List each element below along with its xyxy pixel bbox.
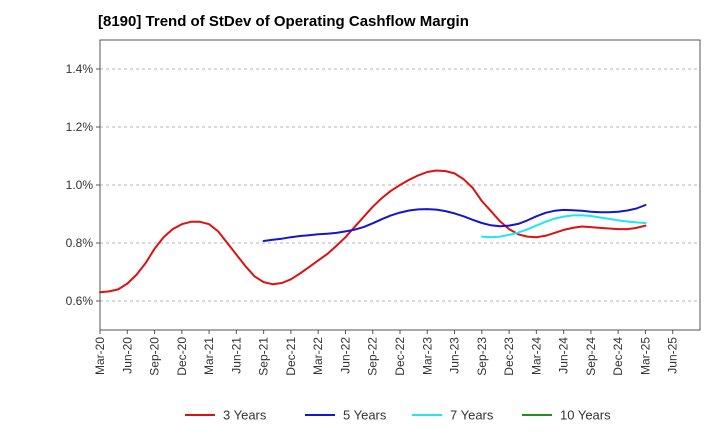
x-tick-label: Dec-21 xyxy=(284,337,298,376)
x-tick-label: Jun-23 xyxy=(448,337,462,374)
y-tick-label: 0.6% xyxy=(66,294,94,308)
x-tick-label: Sep-20 xyxy=(148,337,162,376)
x-tick-label: Jun-25 xyxy=(666,337,680,374)
x-tick-label: Mar-24 xyxy=(529,337,543,375)
y-axis: 0.6% 0.8% 1.0% 1.2% 1.4% xyxy=(66,62,100,308)
x-tick-label: Jun-21 xyxy=(229,337,243,374)
x-tick-label: Mar-21 xyxy=(202,337,216,375)
x-tick-label: Dec-20 xyxy=(175,337,189,376)
y-tick-label: 0.8% xyxy=(66,236,94,250)
series-lines xyxy=(99,169,647,294)
x-tick-label: Dec-23 xyxy=(502,337,516,376)
x-tick-label: Jun-22 xyxy=(338,337,352,374)
x-tick-label: Sep-22 xyxy=(366,337,380,376)
series-line-5-years xyxy=(262,204,647,242)
x-tick-label: Mar-20 xyxy=(93,337,107,375)
x-tick-label: Dec-22 xyxy=(393,337,407,376)
x-tick-label: Sep-23 xyxy=(475,337,489,376)
legend-label: 7 Years xyxy=(450,408,494,423)
x-tick-label: Dec-24 xyxy=(611,337,625,376)
x-tick-label: Sep-24 xyxy=(584,337,598,376)
y-tick-label: 1.4% xyxy=(66,62,94,76)
x-tick-label: Jun-24 xyxy=(557,337,571,374)
chart-title: [8190] Trend of StDev of Operating Cashf… xyxy=(98,13,469,30)
x-tick-label: Mar-25 xyxy=(638,337,652,375)
x-tick-label: Mar-23 xyxy=(420,337,434,375)
y-tick-label: 1.2% xyxy=(66,120,94,134)
x-tick-label: Mar-22 xyxy=(311,337,325,375)
legend-label: 3 Years xyxy=(223,408,267,423)
x-axis: Mar-20 Jun-20 Sep-20 Dec-20 Mar-21 Jun-21 Sep-… xyxy=(93,330,680,376)
x-tick-label: Sep-21 xyxy=(257,337,271,376)
legend-label: 10 Years xyxy=(560,408,611,423)
legend: 3 Years 5 Years 7 Years 10 Years xyxy=(185,408,611,423)
legend-label: 5 Years xyxy=(343,408,387,423)
x-tick-label: Jun-20 xyxy=(120,337,134,374)
y-tick-label: 1.0% xyxy=(66,178,94,192)
series-line-7-years xyxy=(480,214,647,239)
series-line-3-years xyxy=(99,169,647,294)
